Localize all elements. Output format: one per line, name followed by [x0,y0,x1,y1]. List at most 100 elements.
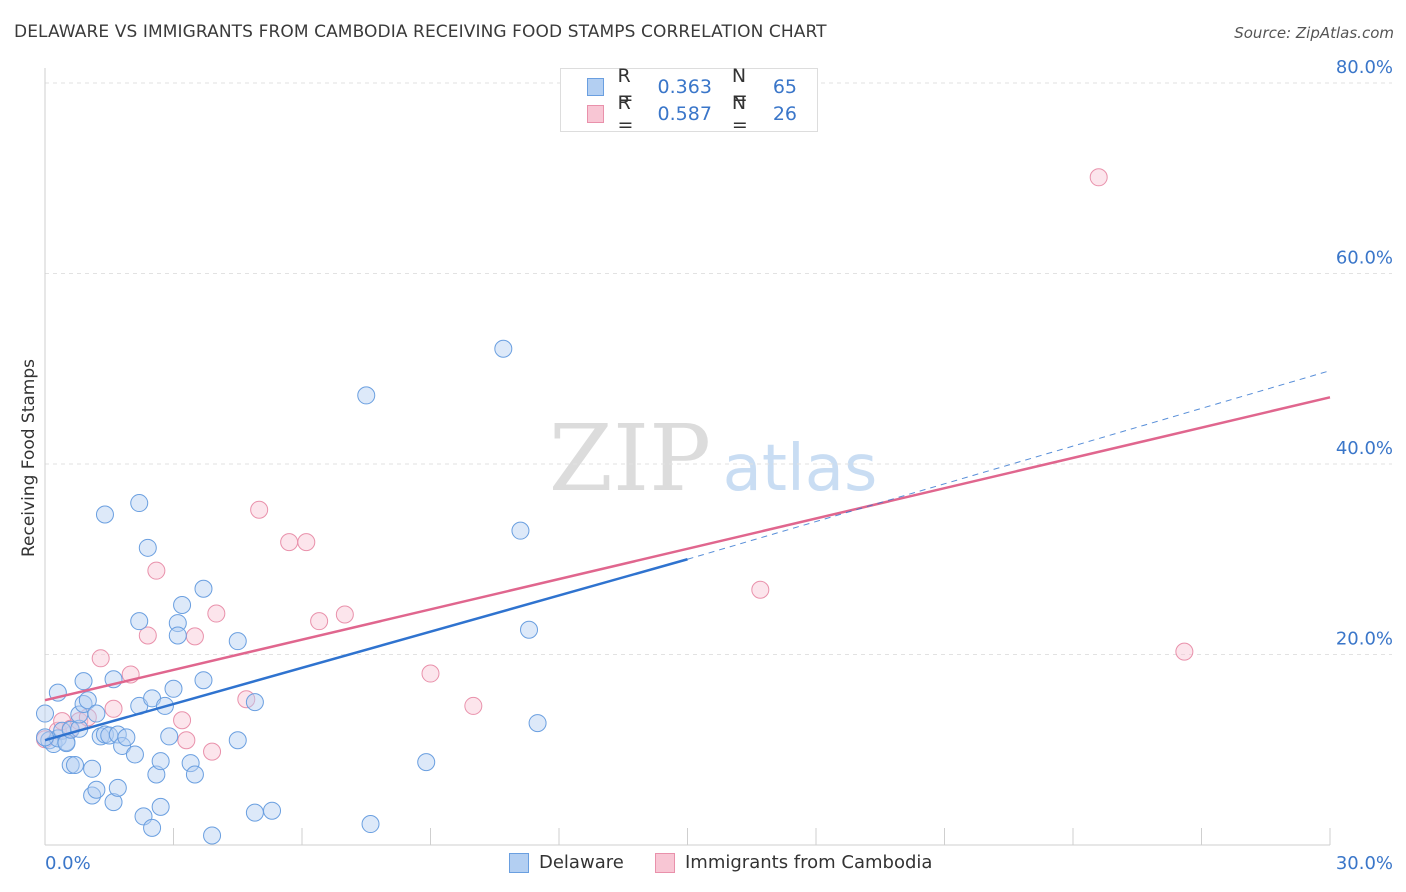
y-tick-label: 40.0% [1336,438,1393,459]
cambodia-point [177,731,196,750]
source-label: Source: ZipAtlas.com [1234,24,1394,42]
cambodia-point [335,605,354,624]
delaware-point [108,778,127,797]
delaware-point [181,754,200,773]
y-tick-label: 80.0% [1336,57,1393,78]
cambodia-point [421,664,440,683]
cambodia-point [1175,642,1194,661]
delaware-point [87,780,106,799]
legend-item-delaware: Delaware [509,852,624,873]
delaware-point [361,815,380,834]
cambodia-point [138,626,157,645]
delaware-point [87,704,106,723]
cambodia-points [36,168,1194,761]
cambodia-point [207,604,226,623]
delaware-point [130,494,149,513]
delaware-point [228,731,247,750]
chart-title: DELAWARE VS IMMIGRANTS FROM CAMBODIA REC… [14,22,827,42]
delaware-point [245,803,264,822]
delaware-point [357,386,376,405]
delaware-point [417,753,436,772]
delaware-point [245,693,264,712]
delaware-point [151,797,170,816]
delaware-point [78,691,97,710]
cambodia-point [297,533,316,552]
watermark-zip-text: ZIP [549,405,711,512]
legend-swatch-delaware [509,852,529,873]
delaware-point [194,579,213,598]
x-tick-labels: 0.0% 30.0% [45,853,1393,874]
legend-label-cambodia: Immigrants from Cambodia [685,852,933,873]
delaware-point [263,801,282,820]
cambodia-point [1089,168,1108,187]
delaware-point [164,679,183,698]
delaware-point [147,765,166,784]
delaware-points [36,339,547,845]
delaware-point [104,793,123,812]
y-tick-labels: 20.0% 40.0% 60.0% 80.0% [1336,57,1393,650]
x-tick-label: 0.0% [45,853,91,874]
delaware-point [528,714,547,733]
r-label: R = [617,65,634,109]
delaware-point [194,671,213,690]
delaware-point [151,752,170,771]
delaware-point [494,339,513,358]
cambodia-trend-line [44,396,1331,702]
n-value: 65 [772,76,797,98]
correlation-legend: R = 0.363 N = 65 R = 0.587 N = 26 [560,65,818,136]
axes [44,68,1331,846]
legend-swatch-delaware [587,78,604,96]
cambodia-point [91,649,110,668]
delaware-point [520,620,539,639]
delaware-point [185,765,204,784]
delaware-trend-extension [687,370,1331,560]
cambodia-point [203,742,222,761]
delaware-point [65,755,84,774]
delaware-point [160,727,179,746]
n-label: N = [731,65,748,109]
legend-swatch-cambodia [655,852,675,873]
y-tick-label: 20.0% [1336,629,1393,650]
delaware-point [168,626,187,645]
cambodia-point [185,627,204,646]
cambodia-point [464,696,483,715]
delaware-point [173,595,192,614]
watermark: ZIP atlas [549,405,877,512]
delaware-point [168,614,187,633]
delaware-point [74,672,93,691]
r-value: 0.363 [657,76,712,98]
y-tick-label: 60.0% [1336,248,1393,269]
legend-swatch-cambodia [587,105,604,123]
delaware-trend-line [44,558,688,742]
legend-row-delaware: R = 0.363 N = 65 [587,65,817,109]
delaware-point [83,759,102,778]
delaware-point [511,521,530,540]
cambodia-point [104,699,123,718]
legend-item-cambodia: Immigrants from Cambodia [655,852,932,873]
cambodia-point [310,612,329,631]
delaware-point [203,826,222,845]
cambodia-point [147,561,166,580]
watermark-atlas-text: atlas [723,432,878,506]
delaware-point [125,745,144,764]
delaware-point [138,538,157,557]
cambodia-point [280,533,299,552]
r-label: R = [617,92,634,136]
n-value: 26 [772,103,797,125]
cambodia-point [173,711,192,730]
delaware-point [228,632,247,651]
delaware-point [117,728,136,747]
cambodia-point [751,580,770,599]
delaware-point [61,755,80,774]
x-tick-label: 30.0% [1336,853,1393,874]
cambodia-point [250,500,269,519]
delaware-point [36,704,54,723]
trend-lines [44,370,1331,742]
r-value: 0.587 [657,103,712,125]
delaware-point [113,736,132,755]
n-label: N = [731,92,748,136]
series-legend: Delaware Immigrants from Cambodia [0,852,1406,878]
legend-row-cambodia: R = 0.587 N = 26 [587,92,817,136]
delaware-point [130,612,149,631]
